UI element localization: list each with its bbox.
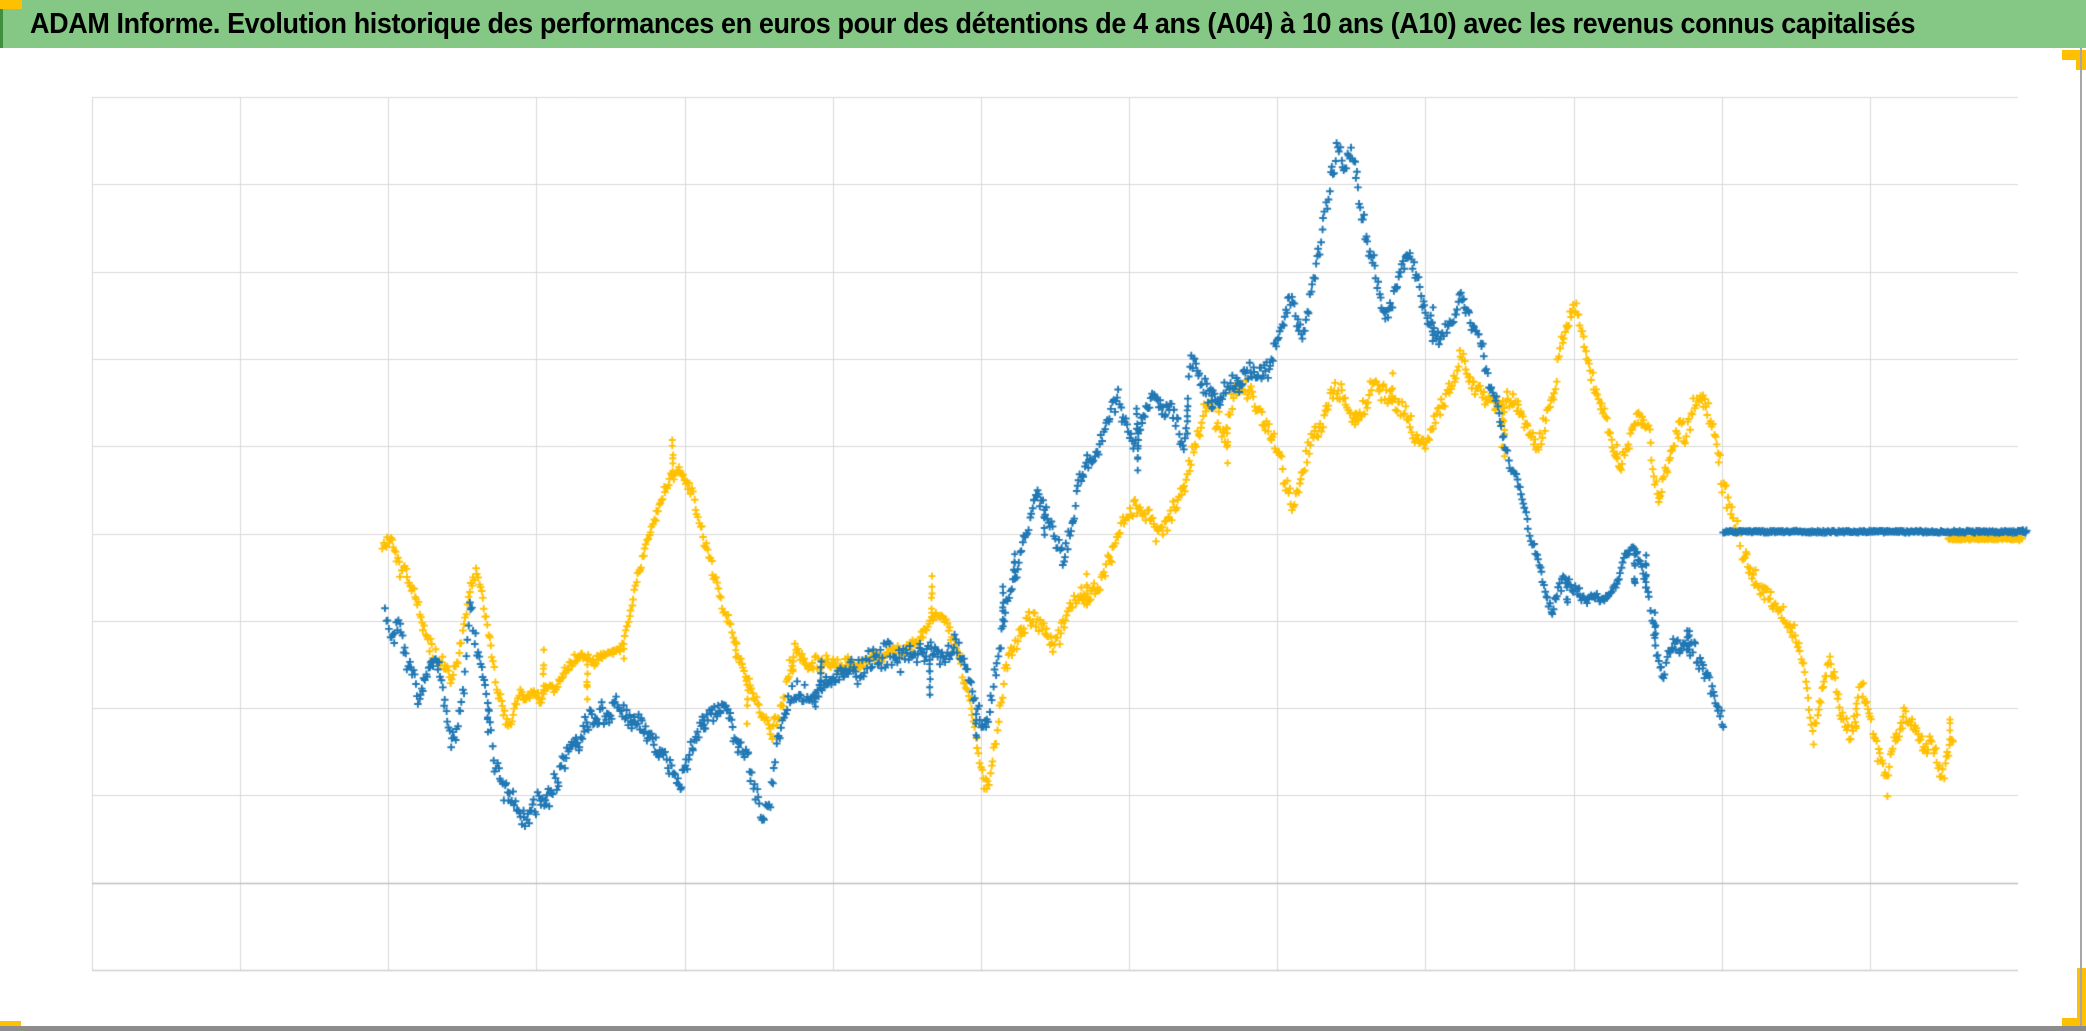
window-bottom-edge: [0, 1026, 2086, 1031]
window-right-edge: [2080, 48, 2082, 1031]
selection-corner-bottom-right: [2062, 1018, 2086, 1027]
selection-corner-top-right: [2062, 50, 2086, 60]
selection-corner-top-left: [0, 0, 22, 9]
